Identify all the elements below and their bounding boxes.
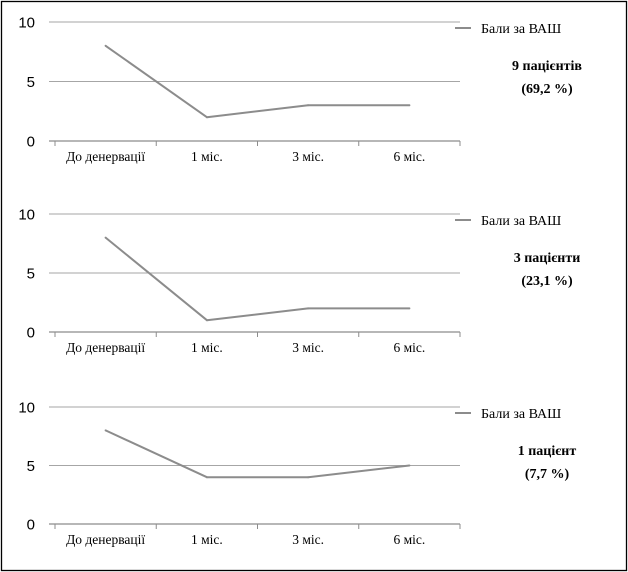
series-line xyxy=(105,44,410,119)
x-tick-label: 3 міс. xyxy=(292,340,324,355)
data-point xyxy=(104,429,107,432)
data-point xyxy=(307,476,310,479)
data-point xyxy=(408,307,411,310)
legend-label: Бали за ВАШ xyxy=(481,214,561,229)
x-tick-label: 3 міс. xyxy=(292,532,324,547)
data-point xyxy=(205,476,208,479)
series-line xyxy=(104,236,410,322)
y-tick-label: 0 xyxy=(27,517,35,534)
patient-share-annotation: (23,1 %) xyxy=(521,274,573,289)
x-tick-label: 6 міс. xyxy=(393,340,425,355)
x-tick-label: 6 міс. xyxy=(393,532,425,547)
legend-label: Бали за ВАШ xyxy=(481,407,561,422)
y-tick-label: 10 xyxy=(18,400,35,417)
chart-2: 0 5 10 До денервації 1 міс. 3 міс. 6 міс. Бали … xyxy=(18,207,580,356)
x-tick-label: 6 міс. xyxy=(393,149,425,164)
chart-3: 0 5 10 До денервації 1 міс. 3 міс. 6 міс. Бали … xyxy=(18,400,576,548)
x-tick-label: 3 міс. xyxy=(292,149,324,164)
y-tick-label: 0 xyxy=(27,325,35,342)
x-tick-label: 1 міс. xyxy=(191,149,223,164)
x-tick-label: 1 міс. xyxy=(191,532,223,547)
y-tick-label: 10 xyxy=(18,15,35,32)
data-point xyxy=(307,104,310,107)
data-point xyxy=(205,116,208,119)
patient-share-annotation: 1 пацієнт xyxy=(518,444,577,459)
x-tick-label: До денервації xyxy=(66,340,145,355)
y-tick-label: 5 xyxy=(27,458,35,475)
data-point xyxy=(104,44,107,47)
x-tick-label: 1 міс. xyxy=(191,340,223,355)
data-point xyxy=(104,236,107,239)
series-line xyxy=(105,429,410,479)
data-point xyxy=(205,319,208,322)
data-point xyxy=(408,464,411,467)
y-tick-label: 10 xyxy=(18,207,35,224)
x-tick-label: До денервації xyxy=(66,532,145,547)
y-tick-label: 5 xyxy=(27,74,35,91)
chart-1: 0 5 10 До денервації 1 міс. 3 міс. 6 міс. Бали … xyxy=(18,15,582,165)
x-tick-label: До денервації xyxy=(66,149,145,164)
y-tick-label: 5 xyxy=(27,266,35,283)
patient-share-annotation: (69,2 %) xyxy=(521,82,573,97)
patient-share-annotation: (7,7 %) xyxy=(525,467,570,482)
patient-share-annotation: 9 пацієнтів xyxy=(512,59,582,74)
data-point xyxy=(408,104,411,107)
y-tick-label: 0 xyxy=(27,134,35,151)
data-point xyxy=(307,307,310,310)
legend-label: Бали за ВАШ xyxy=(481,22,561,37)
patient-share-annotation: 3 пацієнти xyxy=(514,251,581,266)
